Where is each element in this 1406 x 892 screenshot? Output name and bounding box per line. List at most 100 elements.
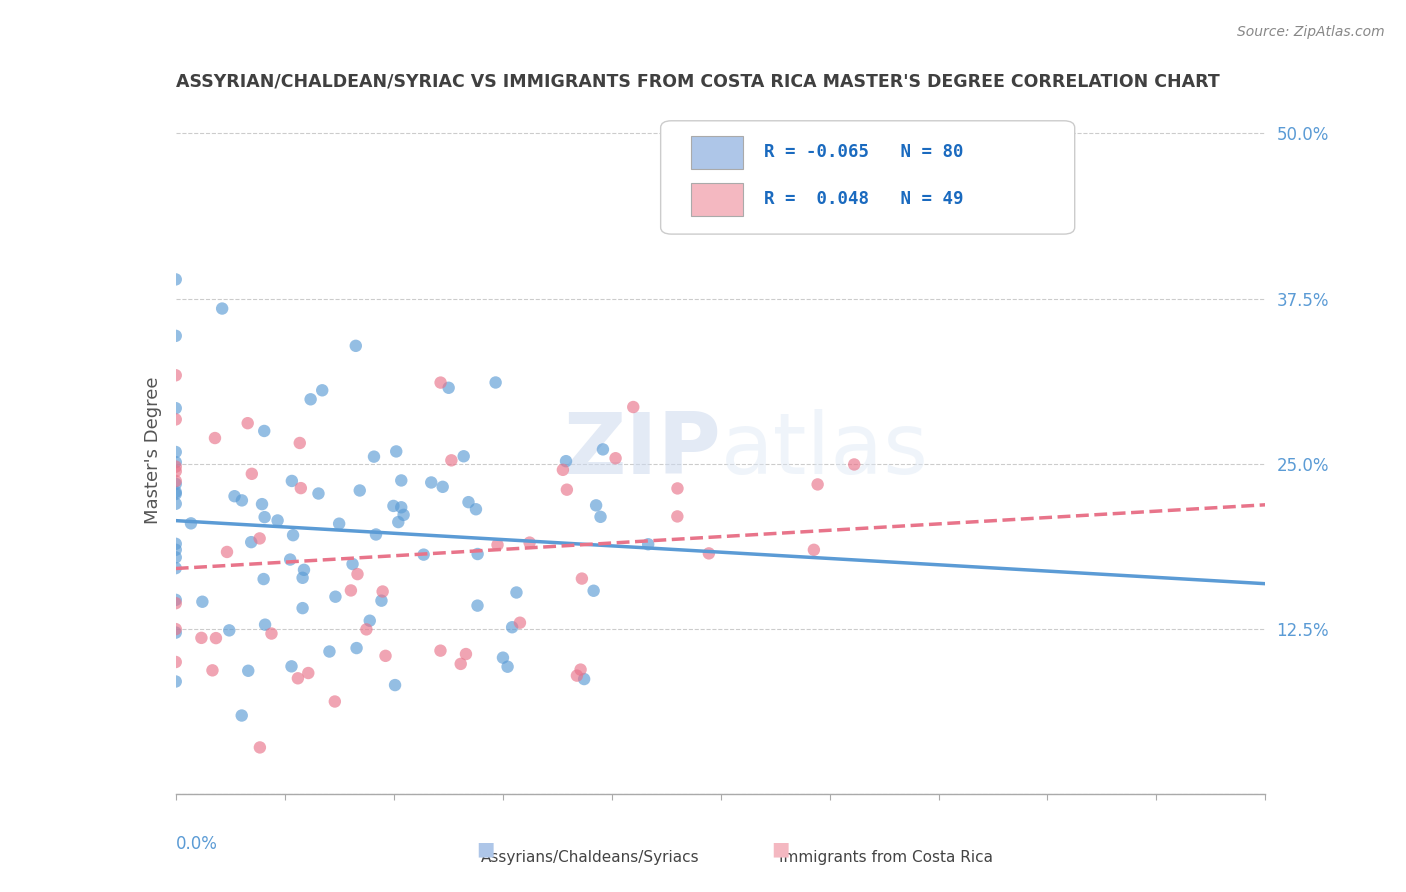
Point [389, 474, 412, 488]
Point [551, 463, 574, 477]
Point [240, 535, 263, 549]
Point [253, 424, 276, 438]
Point [236, 416, 259, 430]
Point [165, 622, 187, 636]
Point [165, 625, 187, 640]
Point [299, 392, 322, 407]
Text: Immigrants from Costa Rica: Immigrants from Costa Rica [779, 850, 993, 865]
Point [165, 561, 187, 575]
Point [572, 672, 595, 686]
Point [205, 631, 228, 645]
Point [363, 450, 385, 464]
Bar [692, 183, 744, 216]
Point [349, 483, 371, 498]
Point [432, 480, 454, 494]
Point [288, 436, 311, 450]
Point [252, 572, 274, 586]
Point [291, 571, 314, 585]
Point [165, 550, 187, 565]
Point [311, 384, 333, 398]
Point [204, 431, 226, 445]
Point [555, 483, 578, 497]
Point [465, 502, 488, 516]
Point [359, 614, 381, 628]
Point [492, 650, 515, 665]
Point [165, 445, 187, 459]
Point [384, 678, 406, 692]
Point [165, 476, 187, 491]
Point [165, 592, 187, 607]
Point [412, 548, 434, 562]
Point [389, 500, 412, 515]
Point [467, 547, 489, 561]
Point [180, 516, 202, 531]
Bar [692, 136, 744, 169]
Point [344, 339, 367, 353]
Point [569, 663, 592, 677]
Point [323, 694, 346, 708]
Text: R =  0.048   N = 49: R = 0.048 N = 49 [765, 190, 963, 208]
Point [803, 542, 825, 557]
Point [325, 590, 347, 604]
Point [191, 595, 214, 609]
Y-axis label: Master's Degree: Master's Degree [143, 376, 162, 524]
Point [420, 475, 443, 490]
Point [297, 666, 319, 681]
Point [371, 584, 394, 599]
Point [637, 537, 659, 551]
Point [165, 542, 187, 557]
Point [454, 647, 477, 661]
Point [280, 659, 302, 673]
Point [249, 740, 271, 755]
Point [453, 450, 475, 464]
Point [585, 499, 607, 513]
Point [250, 497, 273, 511]
Point [571, 572, 593, 586]
Text: ZIP: ZIP [562, 409, 721, 492]
Point [231, 493, 253, 508]
Point [165, 674, 187, 689]
Text: ■: ■ [475, 839, 495, 858]
Point [457, 495, 479, 509]
Point [666, 482, 689, 496]
Point [215, 545, 238, 559]
Point [342, 557, 364, 571]
FancyBboxPatch shape [661, 120, 1074, 234]
Text: 0.0%: 0.0% [176, 835, 218, 853]
Point [165, 455, 187, 469]
Point [592, 442, 614, 457]
Point [385, 444, 408, 458]
Point [165, 655, 187, 669]
Point [666, 509, 689, 524]
Point [231, 708, 253, 723]
Point [281, 528, 304, 542]
Point [328, 516, 350, 531]
Point [440, 453, 463, 467]
Point [621, 400, 644, 414]
Point [437, 381, 460, 395]
Point [281, 474, 304, 488]
Point [450, 657, 472, 671]
Point [291, 601, 314, 615]
Point [382, 499, 405, 513]
Point [260, 626, 283, 640]
Point [238, 664, 260, 678]
Point [254, 617, 277, 632]
Point [292, 563, 315, 577]
Point [392, 508, 415, 522]
Point [697, 546, 720, 560]
Point [211, 301, 233, 316]
Point [165, 485, 187, 500]
Point [165, 272, 187, 286]
Point [565, 668, 588, 682]
Point [429, 376, 451, 390]
Point [190, 631, 212, 645]
Point [278, 552, 301, 566]
Point [509, 615, 531, 630]
Text: atlas: atlas [721, 409, 928, 492]
Point [165, 368, 187, 383]
Point [589, 509, 612, 524]
Point [165, 487, 187, 501]
Point [308, 486, 330, 500]
Point [555, 454, 578, 468]
